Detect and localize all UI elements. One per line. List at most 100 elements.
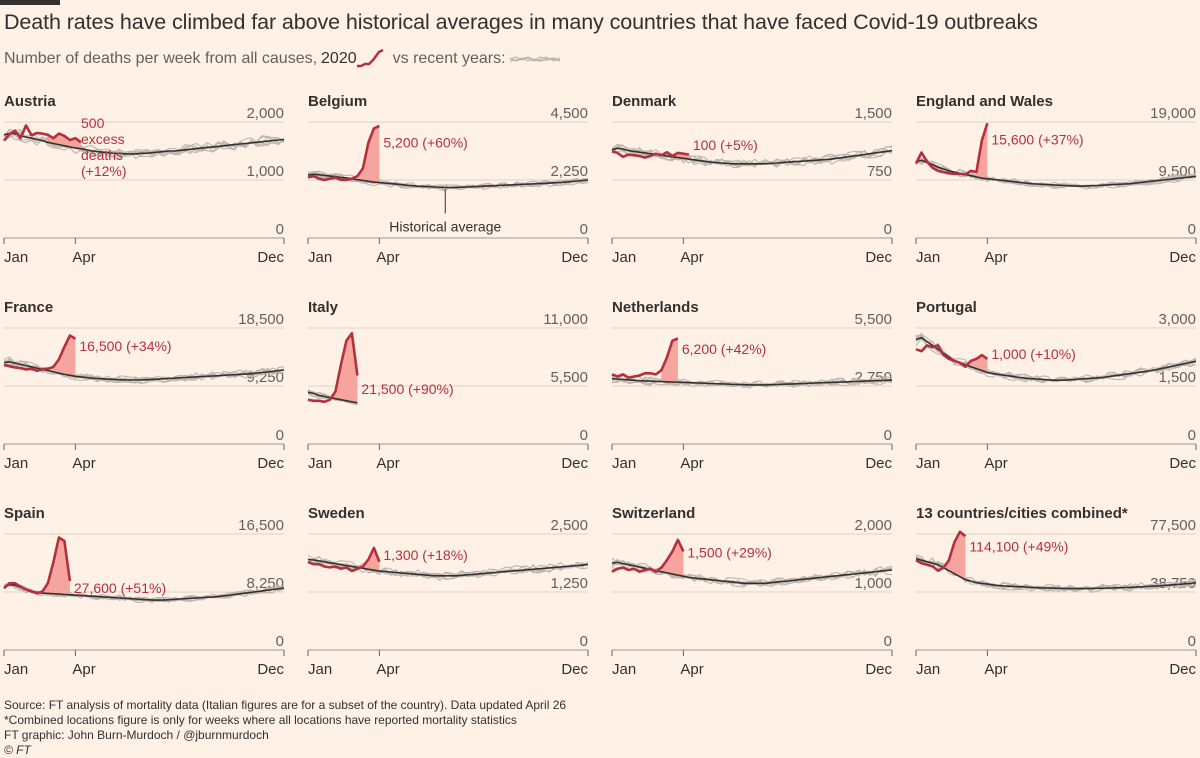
x-tick-label: Jan [916,455,940,472]
footer-copyright: © FT [4,743,31,757]
x-tick-label: Jan [612,455,636,472]
excess-annotation: 6,200 (+42%) [682,341,766,357]
historical-year-line [307,554,589,579]
y-tick-label: 0 [884,633,892,650]
y-tick-label: 1,250 [550,575,588,592]
x-tick-label: Apr [72,661,95,678]
excess-annotation: 1,500 (+29%) [687,544,771,560]
y-tick-label: 0 [276,427,284,444]
historical-average-line [611,377,893,386]
chart-panel-sweden: Sweden 2,500 1,250 0 Jan Apr Dec 1,300 (+18%) [307,505,589,678]
historical-year-line [611,374,893,387]
historical-average-line [3,132,285,155]
x-tick-label: Jan [4,249,28,266]
excess-annotation: (+12%) [81,163,127,179]
x-tick-label: Dec [561,661,588,678]
x-tick-label: Dec [561,249,588,266]
x-tick-label: Jan [916,661,940,678]
subtitle-suffix: vs recent years: [392,50,506,67]
historical-average-line [3,583,285,601]
chart-panel-switzerland: Switzerland 2,000 1,000 0 Jan Apr Dec 1,500 (+2… [611,505,893,678]
y-tick-label: 18,500 [238,311,284,328]
x-tick-label: Apr [984,249,1007,266]
y-tick-label: 0 [580,427,588,444]
panel-title: Portugal [916,299,977,316]
x-tick-label: Jan [308,661,332,678]
x-tick-label: Jan [612,661,636,678]
y-tick-label: 19,000 [1150,105,1196,122]
y-tick-label: 16,500 [238,517,284,534]
panel-title: England and Wales [916,93,1053,110]
y-tick-label: 2,250 [550,163,588,180]
x-tick-label: Apr [376,455,399,472]
y-tick-label: 0 [1188,221,1196,238]
line-2020 [611,337,679,379]
y-tick-label: 3,000 [1158,311,1196,328]
historical-year-line [611,143,893,166]
x-tick-label: Dec [561,455,588,472]
panel-title: Austria [4,93,56,110]
footer-credit: FT graphic: John Burn-Murdoch / @jburnmu… [4,728,269,742]
subtitle-prefix: Number of deaths per week from all cause… [4,50,318,67]
footer-note: *Combined locations figure is only for w… [4,713,517,727]
x-tick-label: Jan [612,249,636,266]
panel-title: Sweden [308,505,365,522]
historical-average-line [307,173,589,189]
excess-area [976,123,988,179]
excess-annotation: 5,200 (+60%) [383,135,467,151]
y-tick-label: 2,000 [854,517,892,534]
x-tick-label: Jan [916,249,940,266]
line-2020 [307,124,380,182]
panel-title: 13 countries/cities combined* [916,505,1128,522]
excess-annotation: excess [81,131,125,147]
historical-average-label: Historical average [389,218,501,234]
y-tick-label: 77,500 [1150,517,1196,534]
y-tick-label: 0 [580,221,588,238]
line-2020 [307,332,359,404]
legend-2020-swatch [356,48,384,68]
y-tick-label: 4,500 [550,105,588,122]
x-tick-label: Apr [680,661,703,678]
y-tick-label: 0 [580,633,588,650]
excess-annotation: 114,100 (+49%) [969,538,1068,554]
legend-historical-swatch [509,56,560,62]
line-2020 [307,546,381,573]
line-2020 [915,344,989,368]
y-tick-label: 0 [1188,633,1196,650]
chart-panel-13-countries-cities-combined-: 13 countries/cities combined*77,50038,75… [915,505,1197,678]
excess-annotation: 1,000 (+10%) [991,346,1075,362]
y-tick-label: 5,500 [550,369,588,386]
y-tick-label: 0 [884,221,892,238]
x-tick-label: Dec [865,661,892,678]
line-2020 [914,122,989,176]
historical-average-line [915,557,1197,590]
excess-area [357,547,380,572]
line-2020 [3,334,77,372]
footer-source: Source: FT analysis of mortality data (I… [4,698,567,712]
x-tick-label: Dec [865,249,892,266]
excess-annotation: 16,500 (+34%) [79,338,171,354]
excess-annotation: 21,500 (+90%) [361,381,453,397]
x-tick-label: Apr [984,455,1007,472]
panel-title: France [4,299,53,316]
panel-title: Italy [308,299,339,316]
panel-title: Spain [4,505,45,522]
line-2020 [3,124,82,144]
x-tick-label: Apr [984,661,1007,678]
historical-year-line [307,555,589,578]
historical-average-line [3,361,285,381]
small-multiples-grid: Austria 2,000 1,000 0 Jan Apr Dec 500excessdeat… [3,93,1197,678]
historical-year-line [915,158,1197,188]
y-tick-label: 5,500 [854,311,892,328]
line-2020 [915,530,967,572]
panel-title: Denmark [612,93,677,110]
x-tick-label: Dec [1169,455,1196,472]
excess-annotation: 15,600 (+37%) [991,131,1083,147]
y-tick-label: 2,500 [550,517,588,534]
historical-year-line [611,145,893,166]
x-tick-label: Apr [680,249,703,266]
line-2020 [611,150,690,159]
